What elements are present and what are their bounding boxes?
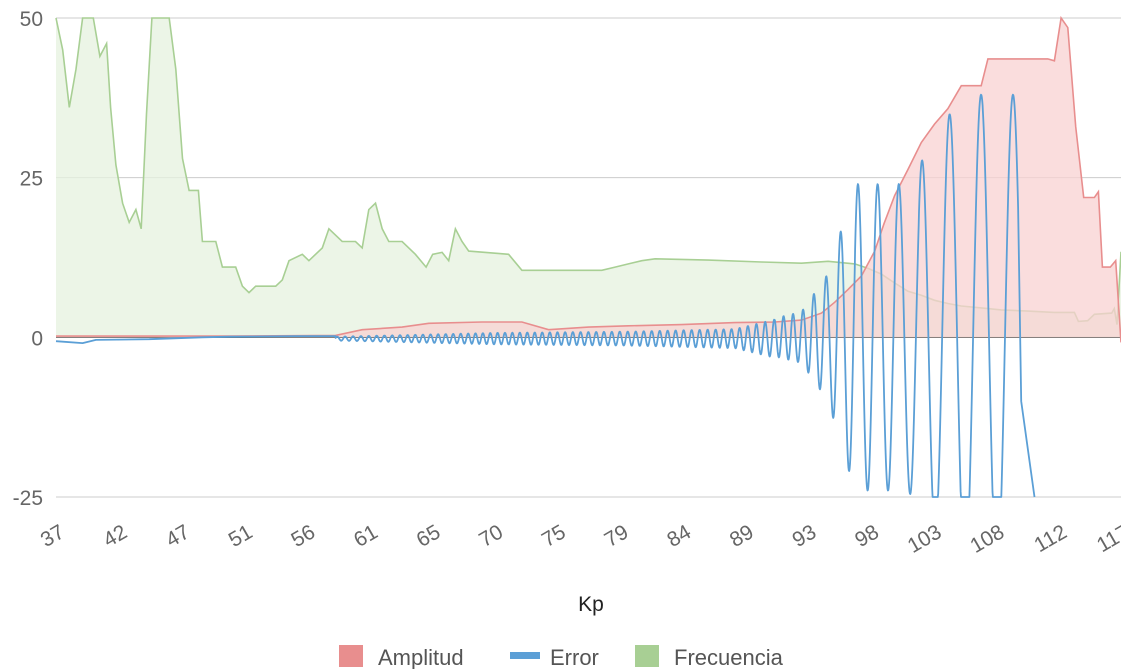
- legend-label-error: Error: [550, 645, 599, 669]
- x-tick-label: 108: [966, 520, 1008, 557]
- amplitud-line: [56, 15, 1121, 343]
- y-tick-label: 25: [20, 168, 43, 191]
- x-tick-label: 37: [37, 520, 69, 552]
- series-layer: [55, 15, 1121, 498]
- x-tick-label: 75: [538, 520, 570, 552]
- x-tick-label: 89: [726, 520, 758, 552]
- x-tick-label: 79: [601, 520, 633, 552]
- y-tick-label: 0: [31, 327, 43, 350]
- x-tick-label: 117: [1093, 520, 1121, 557]
- x-tick-label: 56: [287, 520, 319, 552]
- y-axis-ticks: 50 25 0 -25: [13, 8, 43, 510]
- x-axis-ticks: 37 42 47 51 56 61 65 70 75 79 84 89 93 98 103 108 112 117: [37, 520, 1121, 558]
- error-line: [55, 93, 1036, 498]
- legend-swatch-frecuencia: [635, 645, 659, 667]
- legend-swatch-amplitud: [339, 645, 363, 667]
- x-tick-label: 98: [851, 520, 883, 552]
- amplitud-area: [56, 18, 1121, 343]
- legend-label-frecuencia: Frecuencia: [674, 645, 784, 669]
- x-tick-label: 93: [789, 520, 821, 552]
- x-tick-label: 47: [162, 520, 194, 552]
- x-tick-label: 61: [350, 520, 382, 552]
- legend-swatch-error: [510, 652, 540, 659]
- x-tick-label: 65: [413, 520, 445, 552]
- x-tick-label: 103: [904, 520, 946, 557]
- x-axis-title: Kp: [578, 593, 604, 616]
- x-tick-label: 42: [99, 520, 131, 552]
- x-tick-label: 51: [225, 520, 257, 552]
- y-tick-label: -25: [13, 487, 43, 510]
- x-tick-label: 112: [1030, 520, 1070, 557]
- x-tick-label: 84: [663, 520, 695, 552]
- y-tick-label: 50: [20, 8, 43, 31]
- frecuencia-area: [56, 18, 1121, 338]
- x-tick-label: 70: [475, 520, 507, 552]
- legend-label-amplitud: Amplitud: [378, 645, 464, 669]
- legend: Amplitud Error Frecuencia: [339, 645, 784, 669]
